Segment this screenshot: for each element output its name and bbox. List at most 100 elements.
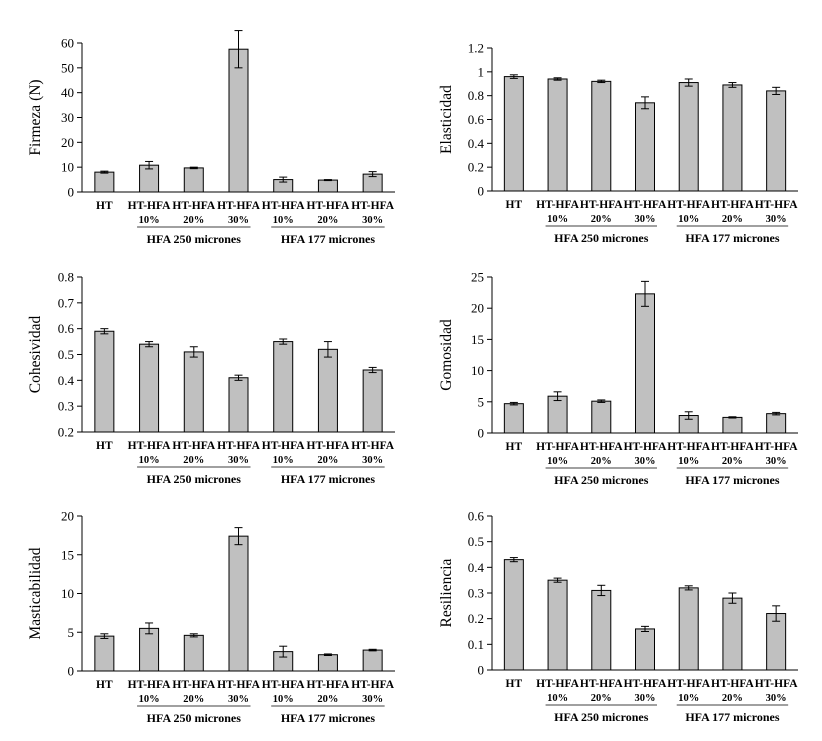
bar [183, 634, 204, 672]
x-tick-label: HT-HFA [536, 678, 580, 690]
x-tick-label: HT-HFA [217, 679, 261, 691]
x-subtick-label: 20% [591, 456, 612, 467]
chart-panel-2: 0 0.2 0.4 0.6 0.8 1 1.2 Elasticidad HT HT-HFA 10% H… [438, 41, 798, 246]
y-tick-label: 0.6 [58, 321, 75, 336]
bar [362, 649, 383, 672]
x-subtick-label: 30% [362, 694, 383, 705]
y-tick-label: 50 [61, 60, 74, 75]
x-tick-label: HT-HFA [262, 679, 306, 691]
bar [183, 167, 204, 193]
y-tick-label: 15 [471, 332, 484, 347]
x-tick-label: HT-HFA [217, 200, 261, 212]
y-tick-label: 0 [478, 426, 485, 441]
y-tick-label: 10 [61, 586, 74, 601]
x-tick-label: HT-HFA [307, 679, 351, 691]
y-axis-label: Resiliencia [438, 558, 455, 627]
x-subtick-label: 10% [547, 214, 568, 225]
y-tick-label: 0.3 [468, 586, 484, 601]
x-tick-label: HT-HFA [128, 200, 172, 212]
x-subtick-label: 20% [317, 215, 338, 226]
x-tick-label: HT-HFA [536, 199, 580, 211]
y-axis-label: Cohesividad [27, 316, 44, 394]
x-subtick-label: 30% [362, 215, 383, 226]
x-subtick-label: 20% [317, 694, 338, 705]
bar [228, 535, 249, 672]
x-tick-label: HT-HFA [172, 200, 216, 212]
x-subtick-label: 10% [678, 214, 699, 225]
x-subtick-label: 30% [228, 215, 249, 226]
x-tick-label: HT-HFA [172, 440, 216, 452]
group-label: HFA 177 micrones [281, 472, 376, 486]
x-tick-label: HT [506, 678, 523, 690]
bar [94, 635, 115, 672]
y-tick-label: 0.6 [468, 509, 485, 524]
bar [317, 654, 338, 672]
y-axis-label: Firmeza (N) [27, 79, 44, 155]
bar [317, 179, 338, 193]
bar [317, 348, 338, 433]
group-label: HFA 250 micrones [554, 473, 649, 487]
group-label: HFA 177 micrones [685, 710, 780, 724]
bar [591, 400, 612, 434]
y-tick-label: 0 [68, 664, 75, 679]
bar [228, 48, 249, 193]
x-subtick-label: 30% [228, 455, 249, 466]
x-tick-label: HT [96, 679, 113, 691]
x-tick-label: HT-HFA [624, 441, 668, 453]
group-label: HFA 177 micrones [281, 711, 376, 725]
x-subtick-label: 10% [547, 456, 568, 467]
x-tick-label: HT-HFA [667, 678, 711, 690]
x-subtick-label: 30% [362, 455, 383, 466]
y-tick-label: 5 [478, 394, 485, 409]
x-tick-label: HT-HFA [351, 440, 395, 452]
x-tick-label: HT-HFA [351, 679, 395, 691]
y-tick-label: 0.7 [58, 295, 75, 310]
y-tick-label: 0.3 [58, 399, 74, 414]
x-tick-label: HT-HFA [580, 678, 624, 690]
x-subtick-label: 10% [139, 215, 160, 226]
y-axis-label: Elasticidad [438, 85, 455, 154]
bar [94, 171, 115, 193]
bar [591, 589, 612, 671]
y-tick-label: 15 [61, 547, 74, 562]
x-subtick-label: 10% [273, 215, 294, 226]
x-tick-label: HT [506, 441, 523, 453]
y-tick-label: 20 [61, 509, 74, 524]
x-tick-label: HT-HFA [351, 200, 395, 212]
bar [503, 403, 524, 434]
x-tick-label: HT-HFA [711, 441, 755, 453]
bar [183, 351, 204, 433]
x-tick-label: HT-HFA [667, 441, 711, 453]
x-tick-label: HT-HFA [624, 678, 668, 690]
x-tick-label: HT-HFA [755, 199, 799, 211]
bar [547, 579, 568, 671]
chart-panel-6: 0 0.1 0.2 0.3 0.4 0.5 0.6 Resiliencia HT HT-HFA 10… [438, 509, 798, 725]
x-subtick-label: 10% [139, 455, 160, 466]
bar [591, 80, 612, 192]
group-label: HFA 177 micrones [685, 473, 780, 487]
y-tick-label: 1.2 [468, 41, 484, 56]
bar [503, 76, 524, 192]
y-tick-label: 40 [61, 85, 74, 100]
x-subtick-label: 30% [766, 456, 787, 467]
bar [228, 377, 249, 433]
group-label: HFA 250 micrones [554, 710, 649, 724]
group-label: HFA 250 micrones [147, 232, 242, 246]
group-label: HFA 250 micrones [554, 231, 649, 245]
y-axis-label: Masticabilidad [27, 547, 44, 639]
x-subtick-label: 30% [766, 214, 787, 225]
y-tick-label: 0.2 [58, 425, 74, 440]
group-label: HFA 250 micrones [147, 711, 242, 725]
x-subtick-label: 10% [139, 694, 160, 705]
x-tick-label: HT [506, 199, 523, 211]
bar [766, 90, 787, 192]
bar [139, 343, 160, 433]
bar [547, 395, 568, 434]
y-tick-label: 0 [68, 185, 75, 200]
y-tick-label: 0.8 [468, 88, 484, 103]
group-label: HFA 177 micrones [685, 231, 780, 245]
chart-panel-4: 0 5 10 15 20 25 Gomosidad HT HT-HFA 10% HT-HFA 20% H… [438, 270, 798, 488]
x-tick-label: HT-HFA [262, 200, 306, 212]
chart-panel-3: 0.2 0.3 0.4 0.5 0.6 0.7 0.8 Cohesividad HT HT-HFA… [27, 270, 395, 486]
